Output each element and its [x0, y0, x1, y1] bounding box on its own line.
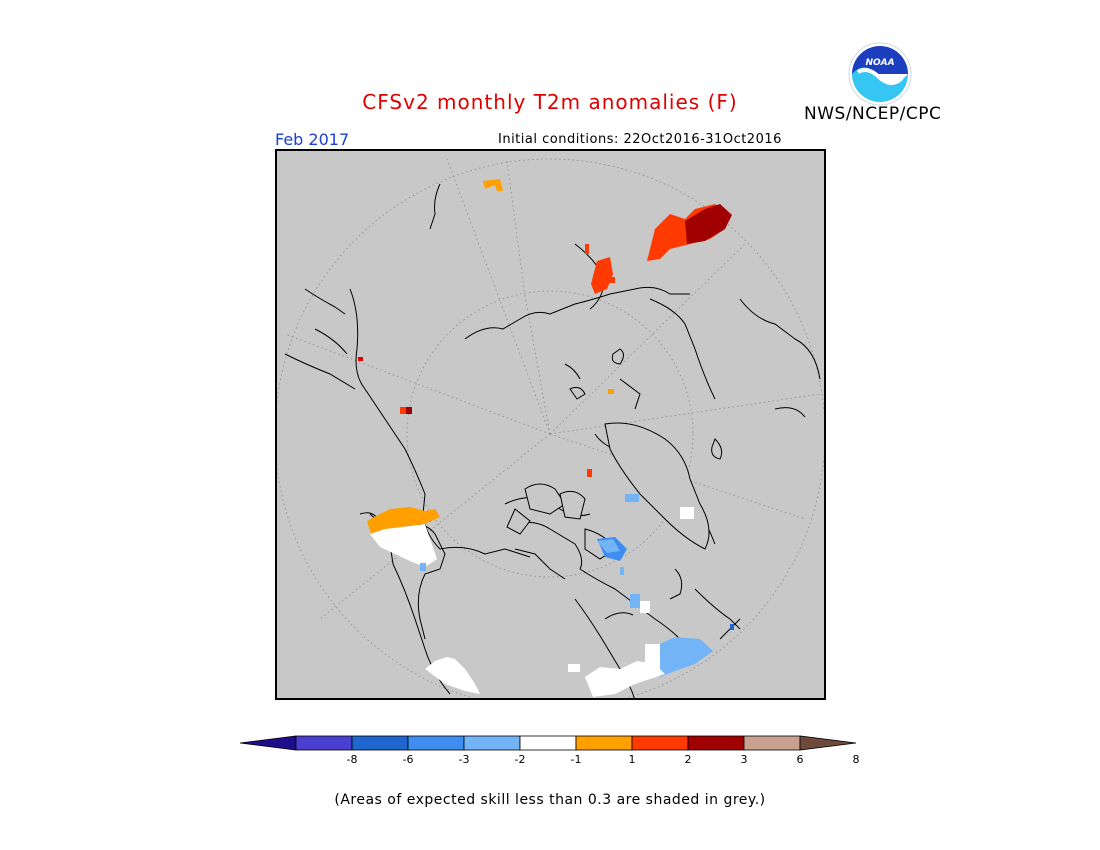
anomaly-warm-3c	[585, 244, 589, 254]
legend-swatch	[743, 735, 801, 751]
legend-tick-label: 3	[741, 753, 748, 766]
anomaly-warm-small-3	[406, 407, 412, 414]
legend-swatch	[295, 735, 353, 751]
anomaly-neutral-south-2	[585, 661, 665, 697]
anomaly-warm-small-4	[608, 389, 614, 394]
arctic-islands	[506, 386, 616, 560]
anomaly-warm-1	[483, 179, 503, 191]
anomaly-neutral-hudson	[640, 601, 650, 613]
legend-swatch	[351, 735, 409, 751]
legend-arrow-high	[799, 735, 857, 751]
anomaly-cool-small-2	[620, 567, 624, 575]
anomaly-warm-3d	[609, 277, 615, 283]
anomaly-cool-small	[625, 494, 639, 502]
legend-swatch	[575, 735, 633, 751]
forecast-month: Feb 2017	[275, 130, 350, 149]
anomaly-cool-east-2	[730, 624, 734, 630]
map-frame	[275, 149, 826, 700]
anomaly-neutral-south-3	[568, 664, 580, 672]
anomaly-neutral-alaska	[370, 524, 437, 567]
meridian-lines	[284, 158, 821, 620]
map-title: CFSv2 monthly T2m anomalies (F)	[362, 90, 738, 114]
legend-swatch	[631, 735, 689, 751]
skill-footnote: (Areas of expected skill less than 0.3 a…	[334, 792, 766, 808]
legend-tick-label: -2	[515, 753, 526, 766]
legend-tick-label: -3	[459, 753, 470, 766]
agency-label: NWS/NCEP/CPC	[804, 104, 942, 124]
legend-tick-label: -1	[571, 753, 582, 766]
anomaly-warm-small-5	[587, 469, 592, 477]
anomaly-warm-alaska	[367, 507, 440, 534]
initial-conditions: Initial conditions: 22Oct2016-31Oct2016	[498, 132, 782, 147]
latitude-circle	[406, 290, 694, 578]
anomaly-map	[275, 149, 826, 700]
anomaly-neutral-south-4	[645, 644, 660, 669]
anomaly-warm-small-2	[400, 407, 408, 414]
anomaly-patches	[358, 179, 734, 697]
legend-arrow-low	[239, 735, 297, 751]
legend-swatch	[687, 735, 745, 751]
anomaly-neutral-greenland	[680, 507, 694, 519]
anomaly-warm-3b	[591, 257, 613, 294]
anomaly-warm-6	[685, 204, 732, 244]
map-background	[275, 149, 826, 700]
legend-tick-label: 6	[797, 753, 804, 766]
legend-swatch	[519, 735, 577, 751]
legend-tick-label: 8	[853, 753, 860, 766]
legend-swatch	[463, 735, 521, 751]
legend-tick-label: -8	[347, 753, 358, 766]
anomaly-cool-canada-2	[597, 539, 620, 553]
legend-swatch	[407, 735, 465, 751]
legend-tick-label: 2	[685, 753, 692, 766]
anomaly-cool-alaska	[420, 563, 426, 571]
noaa-logo: NOAA	[848, 42, 912, 106]
legend-tick-label: 1	[629, 753, 636, 766]
anomaly-cool-east	[660, 637, 713, 677]
color-legend: -8 -6 -3 -2 -1 1 2 3 6 8	[239, 735, 860, 766]
anomaly-cool-hudson	[630, 594, 640, 608]
noaa-logo-text: NOAA	[865, 58, 894, 68]
legend-tick-label: -6	[403, 753, 414, 766]
anomaly-warm-small-1	[358, 357, 363, 361]
anomaly-neutral-south-1	[425, 657, 480, 694]
